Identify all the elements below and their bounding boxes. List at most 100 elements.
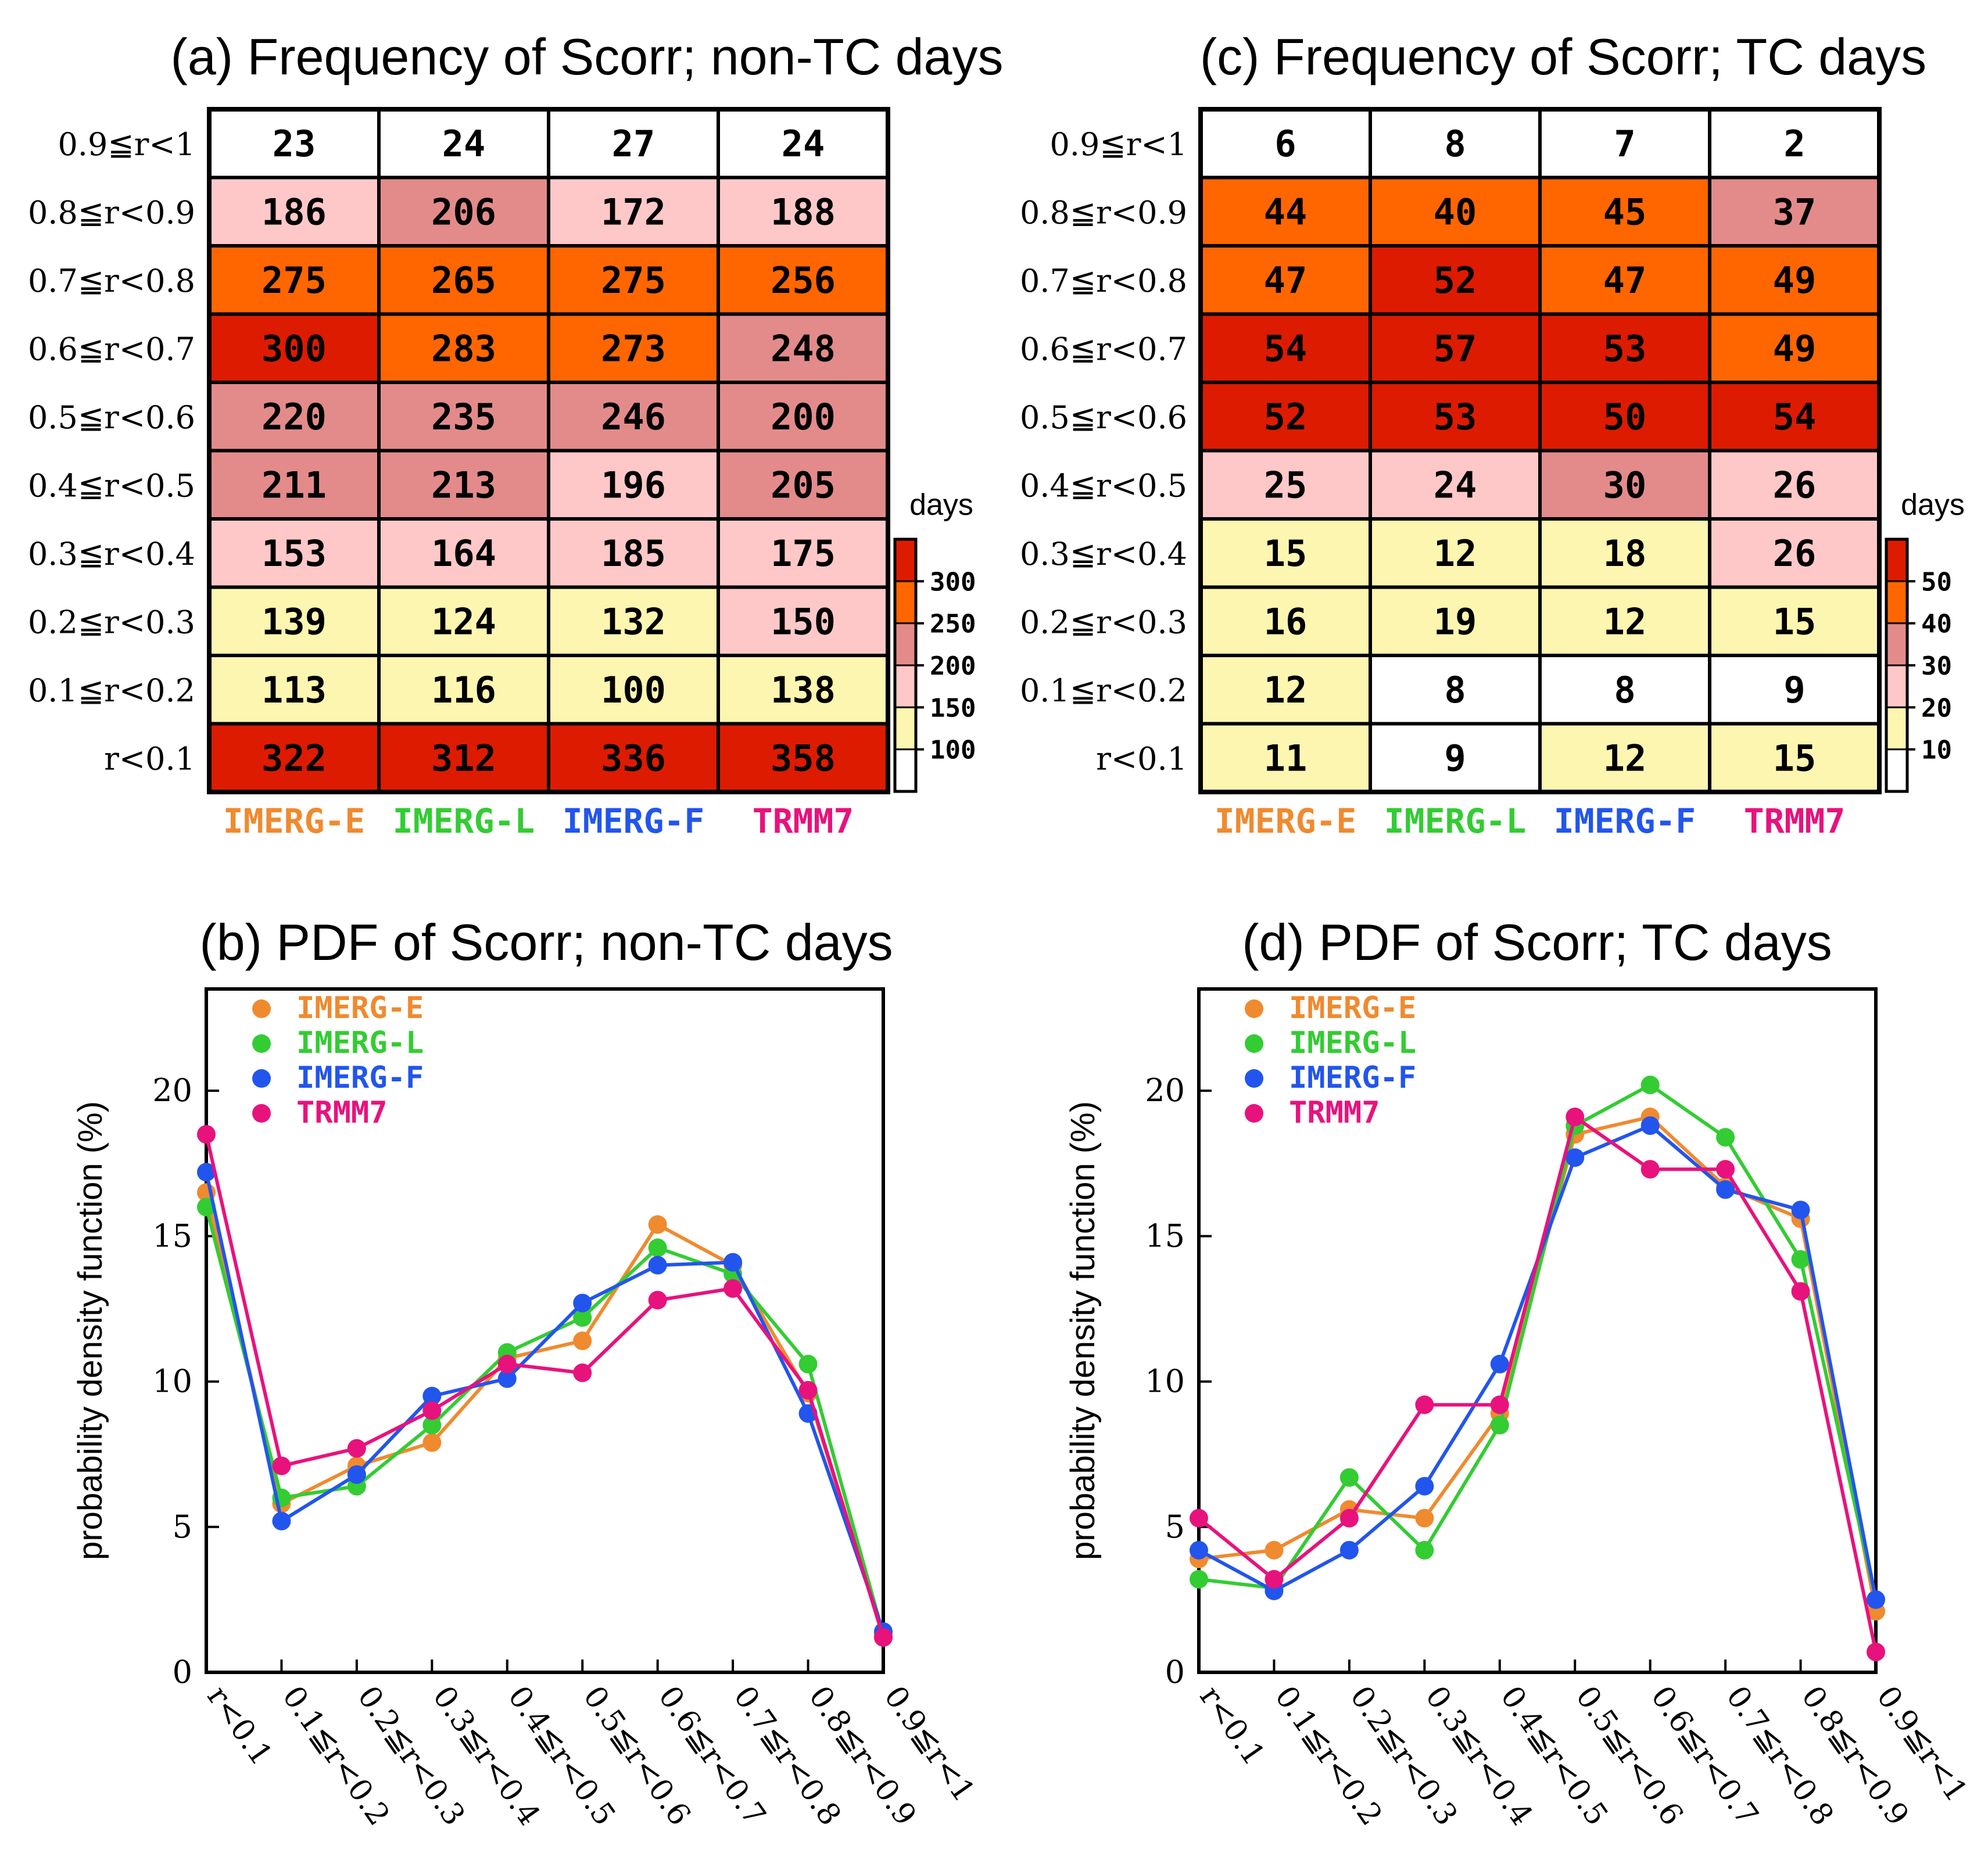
legend-marker	[252, 1104, 271, 1123]
row-label: 0.4≦r<0.5	[28, 467, 195, 504]
cell-value: 53	[1434, 396, 1477, 438]
cell-value: 27	[612, 123, 655, 165]
cell-value: 283	[431, 327, 496, 370]
row-label: 0.7≦r<0.8	[28, 263, 195, 299]
column-label: IMERG-L	[393, 801, 535, 841]
legend-marker	[252, 999, 271, 1018]
data-point-imerg-f	[422, 1386, 442, 1406]
cell-value: 139	[262, 600, 327, 643]
data-point-imerg-f	[1566, 1148, 1585, 1167]
data-point-trmm7	[1415, 1395, 1434, 1414]
table-cell	[1538, 585, 1711, 657]
cell-value: 25	[1264, 464, 1308, 506]
cell-value: 15	[1773, 737, 1817, 779]
y-tick-label: 5	[173, 1508, 192, 1545]
row-label: 0.5≦r<0.6	[28, 399, 195, 436]
cell-value: 19	[1434, 600, 1477, 643]
cell-value: 52	[1264, 396, 1308, 438]
table-cell	[1708, 517, 1881, 589]
row-label: 0.4≦r<0.5	[1020, 467, 1187, 504]
data-point-imerg-l	[1791, 1250, 1810, 1269]
colorbar-tick-label: 20	[1921, 693, 1952, 723]
cell-value: 273	[601, 327, 666, 370]
colorbar-segment	[1885, 538, 1908, 582]
colorbar-segment	[1885, 748, 1908, 793]
data-point-imerg-e	[573, 1331, 592, 1350]
table-cell	[207, 585, 381, 657]
cell-value: 12	[1603, 737, 1647, 779]
cell-value: 220	[262, 396, 327, 438]
cell-value: 172	[601, 191, 666, 233]
data-point-trmm7	[272, 1456, 291, 1475]
data-point-imerg-f	[1791, 1200, 1810, 1220]
row-label: r<0.1	[104, 740, 195, 777]
table-cell	[207, 722, 381, 794]
data-point-trmm7	[197, 1125, 216, 1144]
y-axis-label: probability density function (%)	[1064, 1101, 1102, 1560]
table-cell	[717, 381, 890, 453]
colorbar-segment	[894, 538, 917, 582]
cell-value: 300	[262, 327, 327, 370]
legend-label: IMERG-F	[1289, 1060, 1416, 1095]
cell-value: 113	[262, 669, 327, 711]
colorbar-segment	[894, 664, 917, 708]
cell-value: 8	[1444, 669, 1466, 711]
cell-value: 336	[601, 737, 666, 779]
legend-label: IMERG-E	[296, 991, 424, 1026]
data-point-trmm7	[798, 1381, 818, 1400]
cell-value: 205	[771, 464, 836, 506]
table-cell	[1369, 654, 1542, 726]
data-point-imerg-l	[197, 1198, 216, 1217]
table-cell	[1538, 107, 1711, 180]
cell-value: 186	[262, 191, 327, 233]
row-label: 0.7≦r<0.8	[1020, 263, 1187, 299]
cell-value: 45	[1603, 191, 1647, 233]
colorbar-segment	[894, 622, 917, 666]
panel-title: (d) PDF of Scorr; TC days	[1242, 913, 1832, 971]
cell-value: 312	[431, 737, 496, 779]
row-label: 0.8≦r<0.9	[28, 194, 195, 231]
y-axis-label: probability density function (%)	[71, 1101, 109, 1560]
cell-value: 18	[1603, 532, 1647, 575]
x-tick-label: r<0.1	[1192, 1680, 1271, 1772]
data-point-imerg-f	[272, 1511, 291, 1531]
table-cell	[1199, 312, 1372, 384]
data-point-imerg-e	[648, 1215, 667, 1234]
y-tick-label: 5	[1165, 1508, 1185, 1545]
colorbar-tick-label: 200	[930, 651, 976, 681]
table-cell	[1199, 517, 1372, 589]
data-point-imerg-l	[422, 1415, 442, 1435]
row-label: 0.2≦r<0.3	[1020, 604, 1187, 640]
cell-value: 53	[1603, 327, 1647, 370]
cell-value: 6	[1274, 123, 1296, 165]
cell-value: 235	[431, 396, 496, 438]
data-point-imerg-e	[1265, 1540, 1284, 1560]
cell-value: 50	[1603, 396, 1647, 438]
table-cell	[1369, 381, 1542, 453]
data-point-trmm7	[573, 1363, 592, 1382]
data-point-trmm7	[1716, 1160, 1735, 1179]
panel-title: (c) Frequency of Scorr; TC days	[1200, 28, 1926, 85]
cell-value: 16	[1264, 600, 1308, 643]
table-cell	[1708, 312, 1881, 384]
cell-value: 54	[1773, 396, 1817, 438]
cell-value: 24	[782, 123, 825, 165]
column-label: IMERG-E	[1215, 801, 1356, 841]
cell-value: 12	[1264, 669, 1308, 711]
data-point-imerg-e	[1415, 1508, 1434, 1528]
data-point-imerg-f	[573, 1293, 592, 1313]
table-cell	[1369, 722, 1542, 794]
table-cell	[377, 312, 550, 384]
series-line-imerg-l	[205, 1206, 885, 1635]
table-cell	[377, 449, 550, 521]
table-cell	[1708, 244, 1881, 316]
line-panel-b: (b) PDF of Scorr; non-TC days 0 5 10 15 20 r<0…	[71, 913, 982, 1832]
cell-value: 275	[262, 259, 327, 302]
data-point-trmm7	[1640, 1160, 1660, 1179]
colorbar-tick-label: 40	[1921, 610, 1952, 639]
cell-value: 8	[1614, 669, 1635, 711]
data-point-trmm7	[422, 1401, 442, 1420]
row-label: 0.9≦r<1	[1049, 126, 1187, 163]
data-point-imerg-l	[648, 1238, 667, 1257]
